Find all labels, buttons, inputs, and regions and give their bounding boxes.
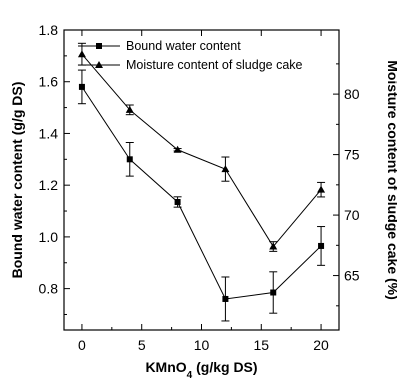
y-left-tick-label: 1.6 [39, 74, 59, 90]
x-tick-label: 10 [194, 337, 210, 353]
x-axis-title-subscript: 4 [187, 370, 193, 378]
data-point-square [126, 156, 133, 163]
y-left-tick-label: 1.2 [39, 177, 59, 193]
y-left-tick-label: 1.8 [39, 22, 59, 38]
x-tick-label: 15 [253, 337, 269, 353]
legend: Bound water content Moisture content of s… [78, 39, 303, 72]
legend-marker-triangle [95, 61, 103, 68]
data-point-square [174, 198, 181, 205]
data-point-square [222, 295, 229, 302]
y-right-tick-label: 75 [344, 147, 360, 163]
y-right-tick-label: 80 [344, 86, 360, 102]
y-right-tick-label: 65 [344, 268, 360, 284]
legend-marker-square [96, 43, 102, 49]
data-point-triangle [221, 165, 230, 173]
x-tick-label: 0 [78, 337, 86, 353]
data-point-triangle [317, 185, 326, 193]
y-left-tick-label: 0.8 [39, 281, 59, 297]
series-line [81, 53, 322, 248]
x-axis-title: KMnO4 (g/kg DS) [145, 359, 257, 378]
y-left-axis-title: Bound water content (g/g DS) [9, 82, 25, 279]
legend-label: Bound water content [126, 39, 241, 53]
data-point-triangle [125, 105, 134, 113]
x-axis-title-part: (g/kg DS) [192, 359, 257, 375]
data-point-square [318, 242, 325, 249]
y-left-tick-label: 1.4 [39, 125, 59, 141]
y-right-tick-label: 70 [344, 207, 360, 223]
x-tick-label: 5 [138, 337, 146, 353]
x-tick-label: 20 [313, 337, 329, 353]
data-point-triangle [77, 50, 86, 58]
data-point-triangle [173, 145, 182, 153]
y-left-tick-label: 1.0 [39, 229, 59, 245]
plot-frame [63, 29, 340, 331]
data-point-square [78, 83, 85, 90]
data-point-triangle [269, 242, 278, 250]
data-point-square [270, 289, 277, 296]
axes: 0 5 10 15 20 0.8 1.0 1.2 1.4 1.6 1.8 65 70 75 80 Bound … [9, 22, 397, 378]
series-moisture [77, 42, 326, 252]
y-right-axis-title: Moisture content of sludge cake (%) [385, 60, 397, 300]
legend-label: Moisture content of sludge cake [126, 58, 303, 72]
series-bound-water [77, 69, 326, 322]
series-line [81, 86, 322, 300]
x-axis-title-part: KMnO [145, 359, 186, 375]
series-layer [77, 42, 326, 322]
